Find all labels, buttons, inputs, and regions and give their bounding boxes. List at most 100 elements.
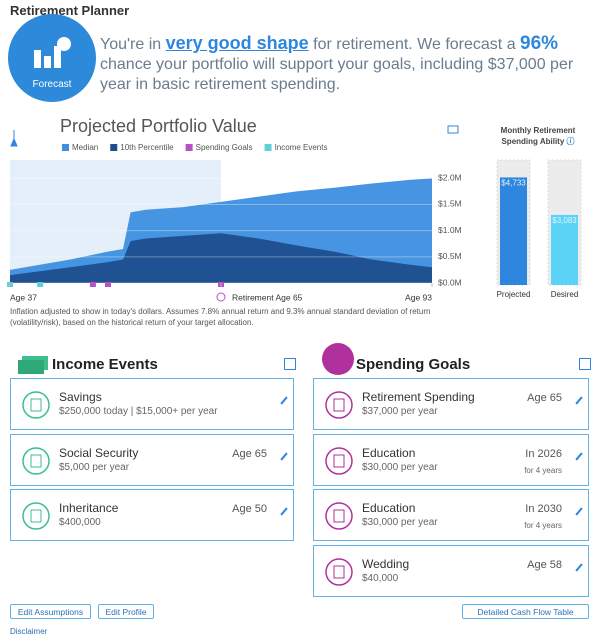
legend-swatch xyxy=(185,144,193,151)
icon-shape xyxy=(333,454,345,467)
legend-label: Median xyxy=(72,143,98,152)
text: for retirement. We forecast a xyxy=(313,36,516,53)
icon-shape xyxy=(333,398,345,412)
y-tick-label: $2.0M xyxy=(438,173,462,183)
event-card[interactable]: Social Security $5,000 per year Age 65 xyxy=(10,433,294,486)
item-when: In 2026 xyxy=(525,447,562,460)
info-icon: ⓘ xyxy=(566,137,575,146)
value-label: $3,083 xyxy=(552,216,577,225)
icon-shape xyxy=(22,502,50,530)
x-tick-label: Age 37 xyxy=(10,292,37,302)
event-marker xyxy=(104,282,111,287)
edit-icon[interactable] xyxy=(575,451,583,461)
section-title: Income Events xyxy=(52,356,158,373)
category-label: Projected xyxy=(497,290,531,299)
icon-shape xyxy=(30,398,42,412)
text: You're in xyxy=(100,36,162,53)
chart-title: Projected Portfolio Value xyxy=(60,116,257,136)
retirement-icon xyxy=(216,292,226,302)
edit-icon[interactable] xyxy=(575,396,583,405)
disclaimer-link[interactable]: Disclaimer xyxy=(10,627,48,636)
item-name: Savings xyxy=(59,390,102,404)
button[interactable]: Edit Profile xyxy=(98,604,154,619)
page-title: Retirement Planner xyxy=(10,3,130,18)
forecast-message: You're in very good shape for retirement… xyxy=(100,33,590,95)
item-name: Inheritance xyxy=(59,501,119,515)
item-icon xyxy=(325,446,353,475)
edit-icon[interactable] xyxy=(575,507,583,516)
edit-icon[interactable] xyxy=(575,562,583,572)
legend-swatch xyxy=(62,144,69,151)
legend-label: 10th Percentile xyxy=(120,143,174,152)
item-detail: $40,000 xyxy=(362,572,399,584)
section-icon xyxy=(18,356,48,374)
x-tick-label: Retirement Age 65 xyxy=(232,292,303,302)
section-title: Spending Goals xyxy=(356,356,471,373)
title: Monthly Retirement Spending Ability xyxy=(500,126,576,146)
event-card[interactable]: Education $30,000 per year In 2026 for 4 ye… xyxy=(313,433,589,486)
button[interactable]: Edit Assumptions xyxy=(10,604,91,619)
icon-shape xyxy=(30,509,42,523)
chart-icon xyxy=(10,130,18,147)
icon-shape xyxy=(30,454,42,467)
edit-icon[interactable] xyxy=(280,396,288,405)
legend-swatch xyxy=(110,144,118,151)
item-icon xyxy=(325,391,353,419)
item-detail: $5,000 per year xyxy=(59,461,130,473)
icon-shape xyxy=(325,391,353,419)
item-icon xyxy=(325,502,353,530)
section-icon xyxy=(322,343,354,375)
percent: 96% xyxy=(520,33,559,54)
legend-swatch xyxy=(264,144,272,151)
y-tick-label: $1.0M xyxy=(438,225,462,235)
event-card[interactable]: Retirement Spending $37,000 per year Age 6… xyxy=(313,378,589,430)
item-detail: $30,000 per year xyxy=(362,461,438,473)
badge-label: Forecast xyxy=(32,79,72,90)
y-tick-label: $1.5M xyxy=(438,199,462,209)
item-when: In 2030 xyxy=(525,503,562,515)
item-icon xyxy=(22,502,50,530)
item-when: Age 58 xyxy=(527,558,562,571)
chart: Projected Portfolio Value $0.0M $0.5M $1.0M… xyxy=(7,116,582,302)
highlight: very good shape xyxy=(165,33,309,53)
item-detail: $400,000 xyxy=(59,517,101,528)
forecast-badge: Forecast xyxy=(8,14,96,102)
event-card[interactable]: Inheritance $400,000 Age 50 xyxy=(10,489,294,541)
icon-shape xyxy=(325,557,353,586)
item-detail: $37,000 per year xyxy=(362,406,438,417)
event-card[interactable]: Savings $250,000 today | $15,000+ per yea… xyxy=(10,378,294,430)
export-icon xyxy=(447,125,459,134)
icon-shape xyxy=(333,565,345,578)
x-tick-label: Age 93 xyxy=(405,292,432,302)
edit-icon[interactable] xyxy=(280,507,288,516)
badge-icon xyxy=(34,37,71,68)
icon-shape xyxy=(322,343,354,375)
icon-shape xyxy=(333,509,345,523)
item-name: Social Security xyxy=(59,445,139,460)
item-when: Age 65 xyxy=(527,392,562,404)
bar xyxy=(500,177,527,285)
add-button[interactable] xyxy=(284,358,296,370)
item-name: Education xyxy=(362,501,416,515)
item-icon xyxy=(325,557,353,586)
icon-shape xyxy=(22,391,50,419)
icon-shape xyxy=(325,446,353,475)
edit-icon[interactable] xyxy=(280,451,288,461)
category-label: Desired xyxy=(551,290,579,299)
item-duration: for 4 years xyxy=(524,521,562,530)
item-when: Age 50 xyxy=(232,503,267,515)
item-duration: for 4 years xyxy=(524,465,562,475)
item-name: Education xyxy=(362,445,416,460)
y-tick-label: $0.5M xyxy=(438,251,462,261)
event-marker xyxy=(37,282,44,287)
event-card[interactable]: Education $30,000 per year In 2030 for 4 ye… xyxy=(313,489,589,541)
event-card[interactable]: Wedding $40,000 Age 58 xyxy=(313,544,589,597)
item-icon xyxy=(22,446,50,475)
button[interactable]: Detailed Cash Flow Table xyxy=(462,604,589,619)
add-button[interactable] xyxy=(579,358,591,370)
icon-shape xyxy=(22,446,50,475)
item-name: Retirement Spending xyxy=(362,390,475,404)
area xyxy=(10,233,432,283)
icon-shape xyxy=(18,360,44,374)
